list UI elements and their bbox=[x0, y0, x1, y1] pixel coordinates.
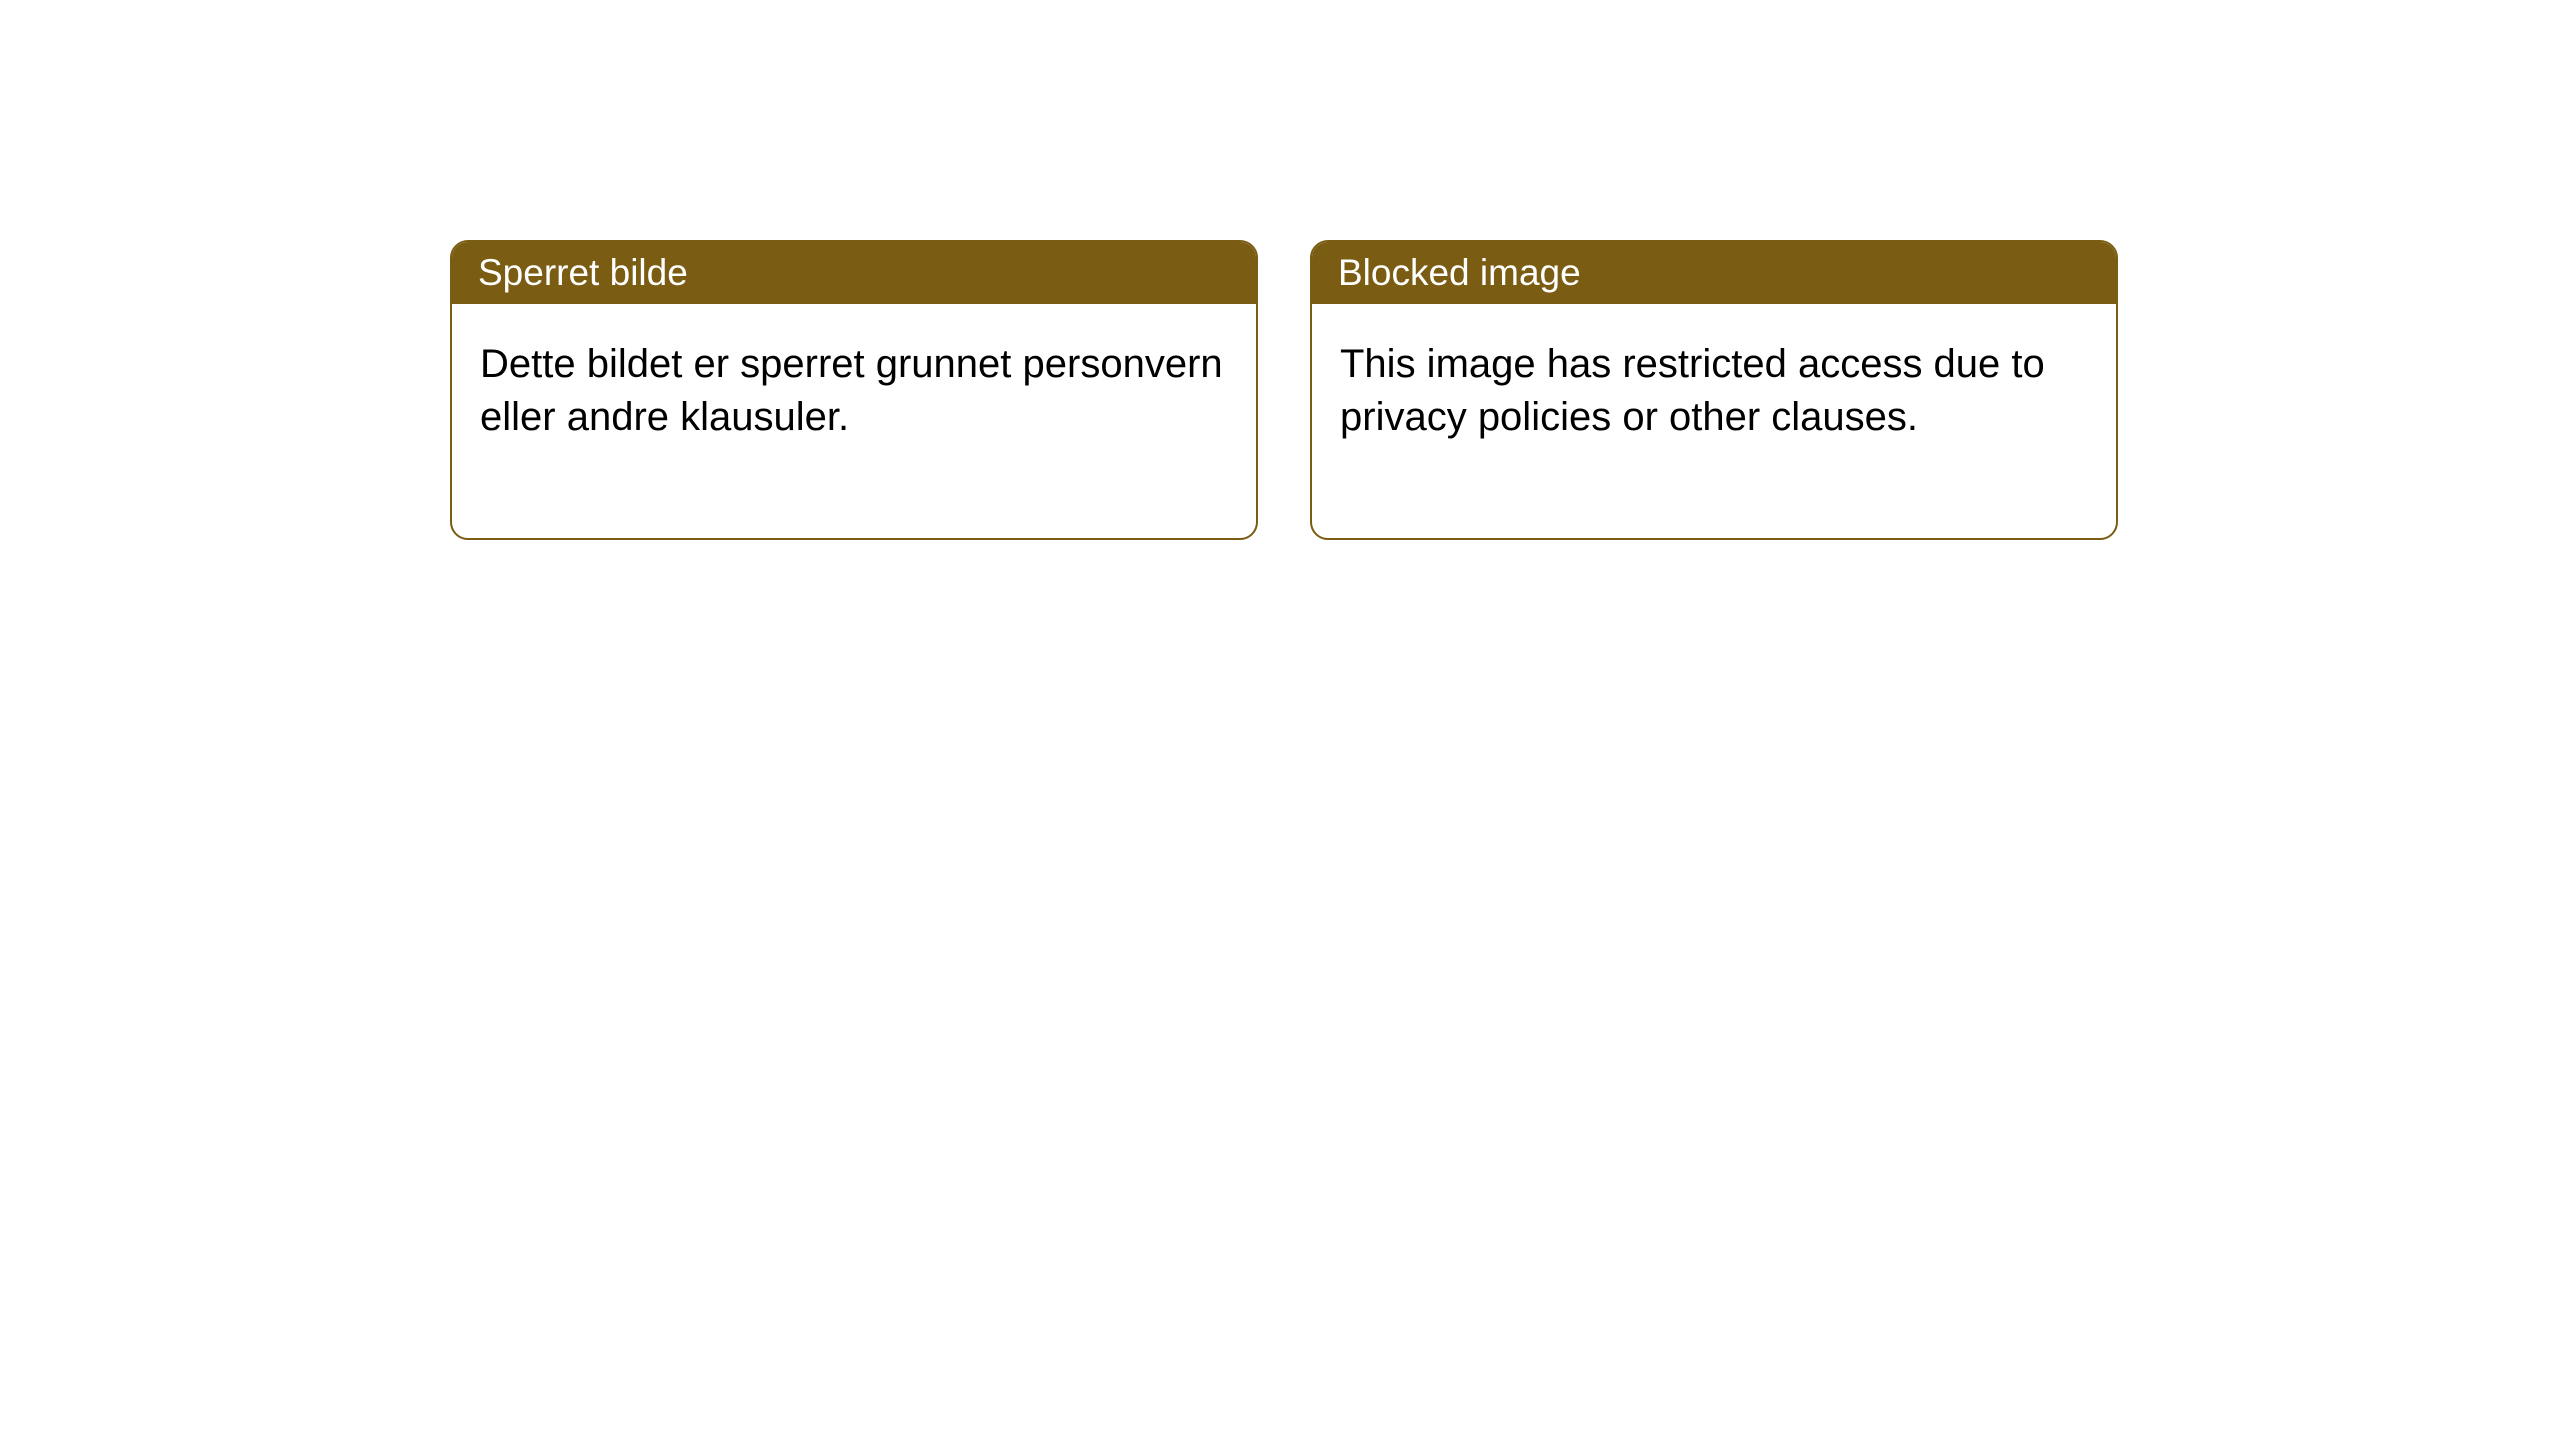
notice-body: This image has restricted access due to … bbox=[1312, 304, 2116, 538]
notice-card-english: Blocked image This image has restricted … bbox=[1310, 240, 2118, 540]
notice-header: Sperret bilde bbox=[452, 242, 1256, 304]
notice-card-norwegian: Sperret bilde Dette bildet er sperret gr… bbox=[450, 240, 1258, 540]
notice-header: Blocked image bbox=[1312, 242, 2116, 304]
notice-body-text: This image has restricted access due to … bbox=[1340, 342, 2045, 439]
notice-body-text: Dette bildet er sperret grunnet personve… bbox=[480, 342, 1223, 439]
notice-title: Sperret bilde bbox=[478, 252, 688, 293]
notice-title: Blocked image bbox=[1338, 252, 1581, 293]
notice-body: Dette bildet er sperret grunnet personve… bbox=[452, 304, 1256, 538]
notice-container: Sperret bilde Dette bildet er sperret gr… bbox=[450, 240, 2118, 540]
